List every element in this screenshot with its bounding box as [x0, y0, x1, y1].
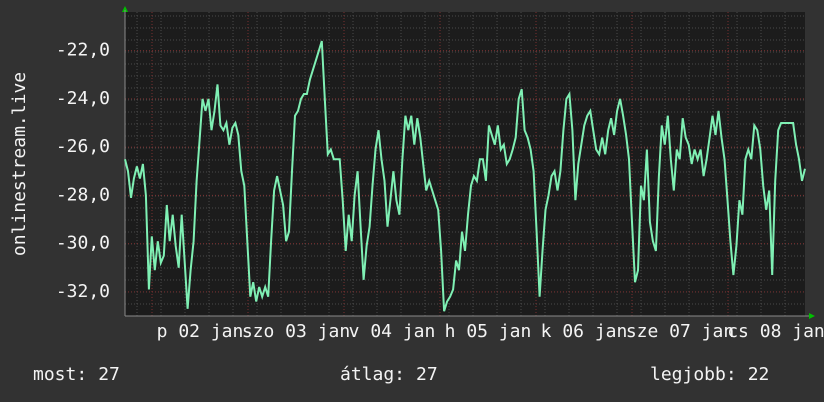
vertical-grid	[125, 12, 805, 316]
summary: most: 27 átlag: 27 legjobb: 22	[33, 364, 769, 385]
y-tick-label: -30,0	[56, 233, 110, 254]
summary-item: átlag: 27	[340, 364, 438, 385]
summary-label: átlag:	[340, 364, 405, 385]
x-tick-label: cs 08 jan	[727, 321, 824, 342]
x-tick-label: h 05 jan	[445, 321, 532, 342]
y-tick-label: -32,0	[56, 281, 110, 302]
y-axis-label: onlinestream.live	[9, 72, 30, 256]
summary-item: legjobb: 22	[650, 364, 769, 385]
y-tick-label: -26,0	[56, 136, 110, 157]
x-tick-label: v 04 jan	[349, 321, 436, 342]
y-tick-label: -24,0	[56, 88, 110, 109]
y-tick-label: -28,0	[56, 184, 110, 205]
x-tick-label: k 06 jan	[541, 321, 628, 342]
summary-value: 27	[98, 364, 120, 385]
x-tick-label: szo 03 jan	[242, 321, 350, 342]
y-arrow	[122, 6, 128, 12]
data-line	[124, 40, 806, 312]
summary-label: legjobb:	[650, 364, 737, 385]
x-tick-label: sze 07 jan	[626, 321, 734, 342]
y-tick-label: -22,0	[56, 40, 110, 61]
summary-item: most: 27	[33, 364, 120, 385]
x-arrow	[809, 313, 815, 319]
x-tick-label: p 02 jan	[157, 321, 244, 342]
summary-value: 27	[416, 364, 438, 385]
summary-value: 22	[748, 364, 770, 385]
summary-label: most:	[33, 364, 87, 385]
